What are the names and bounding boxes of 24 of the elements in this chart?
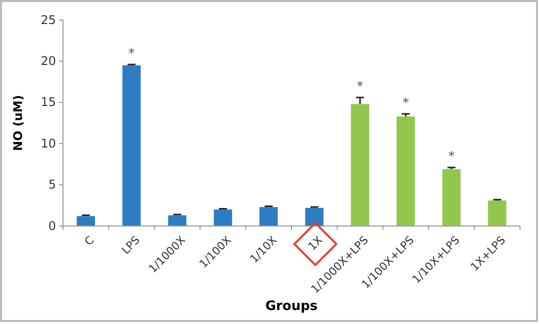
y-tick-label: 5 [48,178,56,192]
bar [122,65,141,226]
y-tick-label: 10 [40,136,56,150]
annotation: * [356,80,364,95]
y-tick-label: 15 [40,95,56,110]
x-tick-label: C [82,233,97,248]
annotation: * [402,96,410,112]
y-tick-label: 25 [40,12,56,27]
x-axis-title: Groups [265,299,318,314]
bar [214,210,232,226]
bar [76,216,95,226]
annotation: * [448,150,456,165]
bar [442,169,461,226]
bar [396,116,415,226]
y-tick-label: 0 [48,218,56,233]
bar [488,200,506,226]
y-tick-label: 20 [40,54,56,68]
x-tick-label: LPS [119,234,142,257]
bar [168,215,186,226]
bar [350,104,370,226]
annotation: * [128,46,136,62]
bar [305,208,324,226]
bar [260,207,278,226]
y-axis-title: NO (uM) [11,95,25,151]
